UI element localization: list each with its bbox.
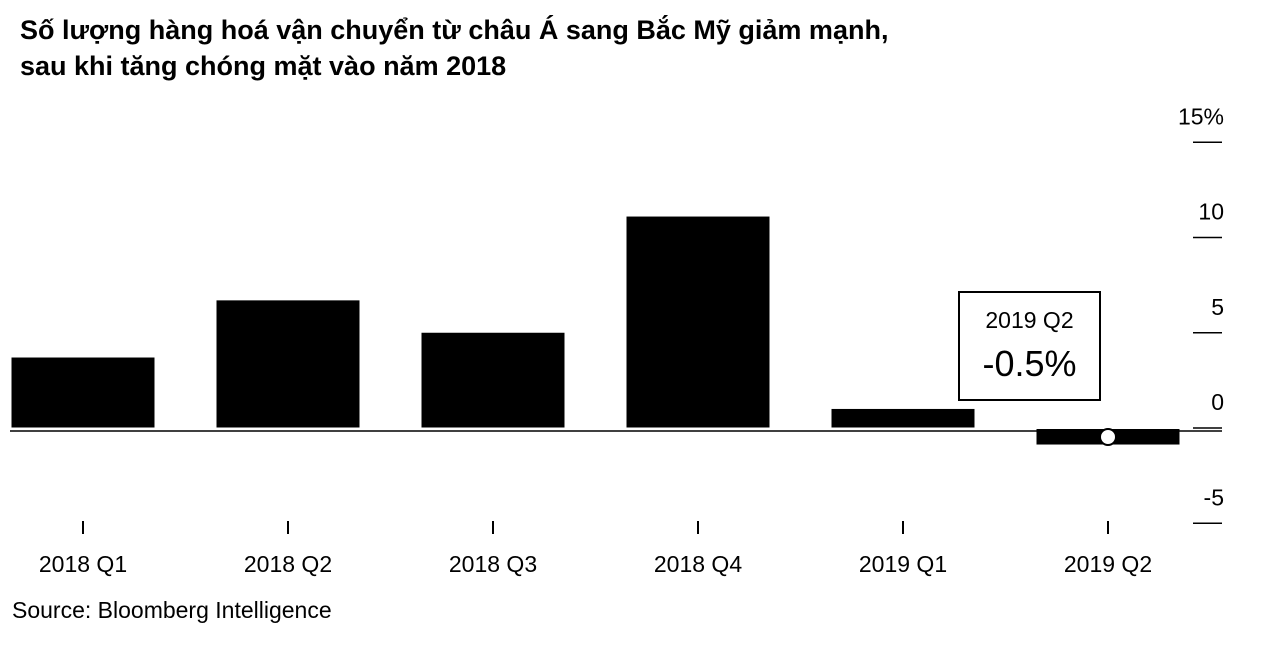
source-note: Source: Bloomberg Intelligence <box>12 597 332 623</box>
latest-value-marker <box>1099 428 1117 446</box>
y-tick-label: -5 <box>1204 484 1224 510</box>
bar-2019-q1 <box>831 408 975 428</box>
callout-label: 2019 Q2 <box>985 307 1074 333</box>
x-tick-label: 2018 Q3 <box>449 551 537 577</box>
bar-2018-q1 <box>11 357 155 428</box>
bar-2018-q2 <box>216 300 360 428</box>
x-tick-label: 2018 Q4 <box>654 551 742 577</box>
x-tick-label: 2019 Q1 <box>859 551 947 577</box>
y-tick-label: 5 <box>1211 294 1224 320</box>
bar-2018-q3 <box>421 332 565 428</box>
y-tick-label: 0 <box>1211 389 1224 415</box>
y-tick-label: 15% <box>1178 103 1224 129</box>
latest-value-callout: 2019 Q2 -0.5% <box>958 291 1101 401</box>
x-tick-label: 2018 Q2 <box>244 551 332 577</box>
x-tick-label: 2018 Q1 <box>39 551 127 577</box>
x-tick-label: 2019 Q2 <box>1064 551 1152 577</box>
chart-title-line-2: sau khi tăng chóng mặt vào năm 2018 <box>20 51 507 81</box>
chart-title-line-1: Số lượng hàng hoá vận chuyển từ châu Á s… <box>20 15 889 45</box>
chart-title: Số lượng hàng hoá vận chuyển từ châu Á s… <box>20 12 1170 84</box>
y-tick-label: 10 <box>1198 199 1224 225</box>
callout-value: -0.5% <box>982 343 1077 384</box>
bar-2018-q4 <box>626 216 770 428</box>
